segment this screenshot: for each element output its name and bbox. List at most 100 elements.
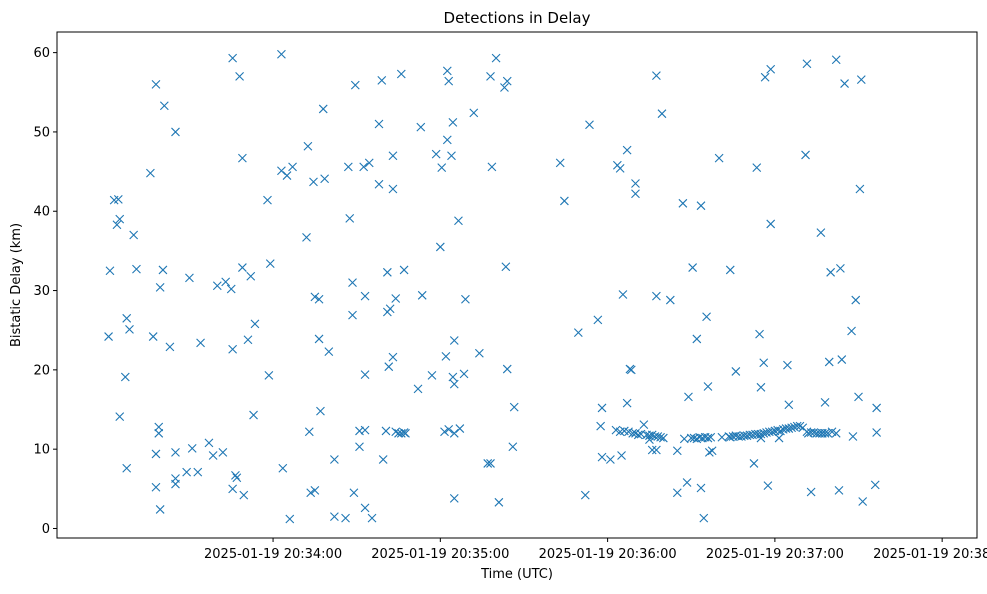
data-point xyxy=(688,263,698,272)
y-tick-label: 60 xyxy=(33,46,50,61)
data-point xyxy=(303,141,313,151)
data-point xyxy=(626,365,636,375)
data-point xyxy=(132,264,141,274)
data-point xyxy=(474,348,484,358)
data-point xyxy=(597,403,607,413)
data-point xyxy=(427,371,437,380)
data-point xyxy=(622,145,632,155)
data-point xyxy=(115,214,125,224)
data-point xyxy=(349,488,359,498)
data-point xyxy=(246,271,256,281)
data-point xyxy=(509,402,519,412)
data-point xyxy=(763,481,773,491)
data-point xyxy=(596,421,606,431)
data-point xyxy=(618,290,628,299)
data-point xyxy=(185,273,194,283)
data-point xyxy=(639,420,649,429)
data-point xyxy=(854,392,863,402)
data-point xyxy=(447,151,456,161)
data-point xyxy=(309,177,318,187)
data-point xyxy=(314,294,324,304)
data-point xyxy=(440,427,449,437)
data-point xyxy=(316,406,325,416)
data-point xyxy=(652,445,661,455)
y-tick-label: 50 xyxy=(33,125,50,140)
data-point xyxy=(265,259,275,268)
data-point xyxy=(171,127,180,137)
data-point xyxy=(500,83,509,92)
data-point xyxy=(502,364,512,374)
data-point xyxy=(448,118,458,127)
data-point xyxy=(151,449,161,459)
data-point xyxy=(345,213,355,223)
data-point xyxy=(855,184,865,194)
axes-layer: 0 10 20 30 40 50 60 2025-01-19 20:34:00 2025-01-… xyxy=(33,46,987,562)
data-point xyxy=(826,267,836,277)
data-point xyxy=(115,412,125,422)
data-point xyxy=(218,447,228,457)
data-point xyxy=(658,433,668,443)
data-point xyxy=(378,455,388,464)
plot-frame xyxy=(56,31,978,539)
data-point xyxy=(692,334,702,344)
data-point xyxy=(682,478,692,487)
data-point xyxy=(501,262,511,272)
data-point xyxy=(105,266,115,276)
y-tick-label: 10 xyxy=(33,443,50,458)
data-point xyxy=(204,438,214,448)
y-tick-label: 40 xyxy=(33,205,50,220)
data-point xyxy=(285,514,295,524)
data-point xyxy=(302,233,311,242)
data-point xyxy=(382,267,392,277)
data-point xyxy=(491,53,501,63)
data-point xyxy=(196,338,205,348)
data-point xyxy=(391,294,401,303)
data-point xyxy=(449,493,459,503)
data-point xyxy=(401,428,410,438)
y-tick-label: 0 xyxy=(42,522,50,537)
data-point xyxy=(320,174,330,184)
data-point xyxy=(653,432,663,441)
data-point xyxy=(112,220,122,230)
data-point xyxy=(341,513,350,523)
data-point xyxy=(766,64,776,74)
data-point xyxy=(306,488,316,498)
data-point xyxy=(154,422,164,432)
data-point xyxy=(442,66,452,76)
data-point xyxy=(872,428,882,437)
data-point xyxy=(820,428,830,438)
data-point xyxy=(158,265,168,275)
data-point xyxy=(381,426,391,436)
data-point xyxy=(318,104,328,114)
data-point xyxy=(416,122,426,132)
data-point xyxy=(374,119,384,129)
data-point xyxy=(374,179,384,189)
data-point xyxy=(847,326,856,336)
data-point xyxy=(444,424,454,434)
x-tick-label: 2025-01-19 20:37:00 xyxy=(706,547,844,562)
data-point xyxy=(384,362,394,372)
data-point xyxy=(148,332,158,341)
data-point xyxy=(622,398,632,408)
data-point xyxy=(388,184,398,194)
data-point xyxy=(155,282,165,292)
data-point xyxy=(228,53,238,63)
data-point xyxy=(396,69,406,79)
data-point xyxy=(264,371,274,380)
data-point xyxy=(388,151,398,161)
data-point xyxy=(573,328,583,337)
data-point xyxy=(359,162,369,172)
y-tick-label: 20 xyxy=(33,363,50,378)
data-point xyxy=(146,168,155,178)
data-point xyxy=(851,295,861,305)
data-point xyxy=(776,426,785,436)
x-tick-label: 2025-01-19 20:36:00 xyxy=(539,547,677,562)
data-point xyxy=(631,179,640,188)
data-point xyxy=(435,242,445,252)
data-point xyxy=(350,80,360,90)
data-point xyxy=(725,432,735,442)
data-point xyxy=(704,447,714,457)
data-point xyxy=(449,336,459,345)
data-point xyxy=(155,505,165,514)
data-point xyxy=(645,435,654,445)
